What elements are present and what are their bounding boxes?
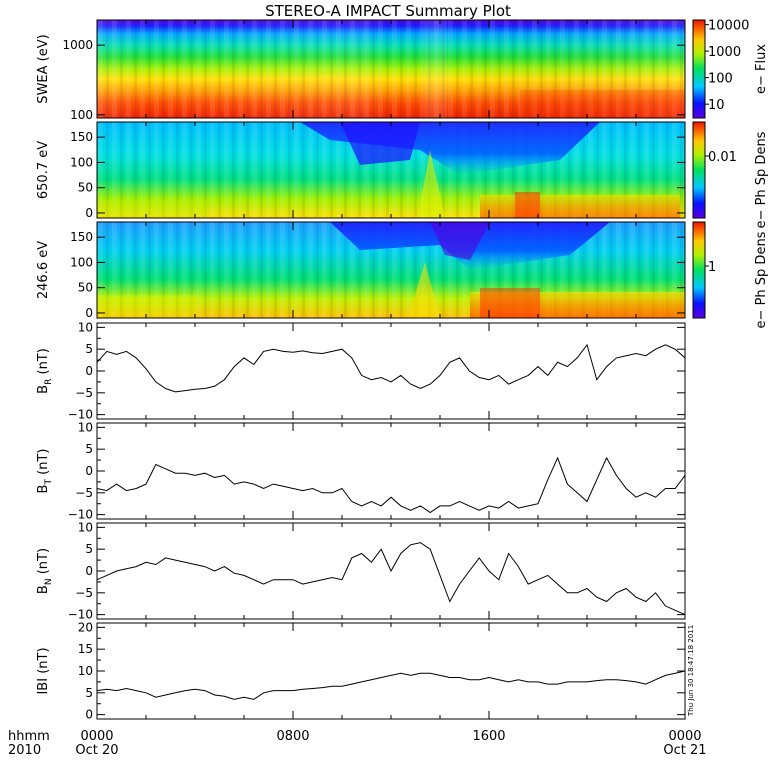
ytick-label-pad246: 150 (70, 230, 93, 244)
ytick-label-pad650: 100 (70, 155, 93, 169)
ytick-label-br: −5 (75, 386, 93, 400)
panel-pad650: 0 50 100 150 650.7 eV 0.01 e− Ph Sp Dens (36, 121, 769, 228)
swea-spectrogram (97, 20, 685, 118)
xtick-sublabel: Oct 20 (75, 743, 118, 758)
ytick-label-pad246: 100 (70, 255, 93, 269)
colorbar-tick-label: 1 (708, 260, 716, 275)
frame-br (96, 322, 686, 420)
ytick-label-bt: 5 (85, 442, 93, 456)
ytick-label-bn: 10 (78, 520, 93, 534)
ylabel-bmag: IBI (nT) (36, 647, 51, 694)
colorbar-flux (692, 19, 706, 119)
colorbar-axis-swea: 10000 1000 100 10 e− Flux (705, 19, 769, 113)
ytick-label-bt: 10 (78, 420, 93, 434)
frame-bmag (96, 622, 686, 720)
xtick-sublabel: Oct 21 (663, 743, 706, 758)
panel-pad246: 0 50 100 150 246.6 eV 1 e− Ph Sp Dens (36, 221, 769, 328)
ytick-label-swea: 1000 (62, 38, 93, 52)
ytick-label-bmag: 15 (78, 642, 93, 656)
ytick-label-bmag: 0 (85, 708, 93, 722)
ytick-label-bn: −10 (68, 608, 93, 622)
ytick-label-bn: −5 (75, 586, 93, 600)
ytick-label-pad650: 150 (70, 130, 93, 144)
colorbar-label-pad650: e− Ph Sp Dens (754, 131, 769, 228)
colorbar-tick-label: 0.01 (708, 150, 737, 165)
ytick-label-bmag: 10 (78, 664, 93, 678)
colorbar-tick-label: 10 (708, 98, 725, 113)
ytick-label-bn: 5 (85, 542, 93, 556)
trace-br (96, 343, 686, 393)
colorbar-label-swea: e− Flux (754, 44, 769, 94)
ylabel-bt: BT (nT) (36, 449, 54, 494)
ytick-label-br: 0 (85, 364, 93, 378)
ytick-label-pad246: 50 (78, 281, 93, 295)
time-row-label-2: 2010 (8, 743, 41, 758)
ytick-label-br: 5 (85, 342, 93, 356)
ytick-label-bt: 0 (85, 464, 93, 478)
ytick-label-br: 10 (78, 320, 93, 334)
panel-br: −10 −5 0 5 10 BR (nT) (36, 320, 686, 422)
ylabel-pad650: 650.7 eV (36, 141, 51, 199)
ytick-label-swea: 100 (70, 108, 93, 122)
colorbar-tick-label: 1000 (708, 45, 741, 60)
generated-timestamp: Thu Jun 30 18:47:18 2011 (687, 625, 695, 717)
trace-bmag (96, 670, 686, 700)
ytick-label-pad246: 0 (85, 306, 93, 320)
ytick-label-bmag: 20 (78, 620, 93, 634)
pad-650-spectrogram (97, 122, 685, 218)
ytick-label-bt: −10 (68, 508, 93, 522)
colorbar-tick-label: 10000 (708, 19, 749, 34)
plot-title: STEREO-A IMPACT Summary Plot (265, 2, 511, 20)
panel-bmag: 0 5 10 15 20 IBI (nT) (36, 620, 686, 722)
pad-246-spectrogram (97, 222, 685, 318)
xtick-label: 0800 (276, 729, 309, 744)
xtick-label: 0000 (668, 729, 701, 744)
ytick-label-bmag: 5 (85, 686, 93, 700)
panel-swea: 100 1000 SWEA (eV) 10000 1000 100 10 e− Flux (36, 19, 769, 122)
ytick-label-br: −10 (68, 408, 93, 422)
panel-bn: −10 −5 0 5 10 BN (nT) (36, 520, 686, 622)
trace-bn (96, 542, 686, 616)
frame-bt (96, 422, 686, 520)
xtick-label: 1600 (472, 729, 505, 744)
xtick-label: 0000 (80, 729, 113, 744)
ylabel-swea: SWEA (eV) (36, 34, 51, 103)
time-row-label-1: hhmm (8, 729, 50, 744)
colorbar-pad246 (692, 221, 706, 319)
trace-bt (96, 456, 686, 514)
colorbar-axis-pad650: 0.01 e− Ph Sp Dens (705, 131, 769, 228)
panel-bt: −10 −5 0 5 10 BT (nT) (36, 420, 686, 522)
colorbar-label-pad246: e− Ph Sp Dens (754, 231, 769, 328)
colorbar-tick-label: 100 (708, 72, 733, 87)
ytick-label-bn: 0 (85, 564, 93, 578)
ytick-label-bt: −5 (75, 486, 93, 500)
ylabel-br: BR (nT) (36, 348, 54, 394)
ylabel-pad246: 246.6 eV (36, 241, 51, 299)
colorbar-pad650 (692, 121, 706, 219)
ytick-label-pad650: 50 (78, 181, 93, 195)
colorbar-axis-pad246: 1 e− Ph Sp Dens (705, 231, 769, 328)
ylabel-bn: BN (nT) (36, 548, 54, 594)
ytick-label-pad650: 0 (85, 206, 93, 220)
